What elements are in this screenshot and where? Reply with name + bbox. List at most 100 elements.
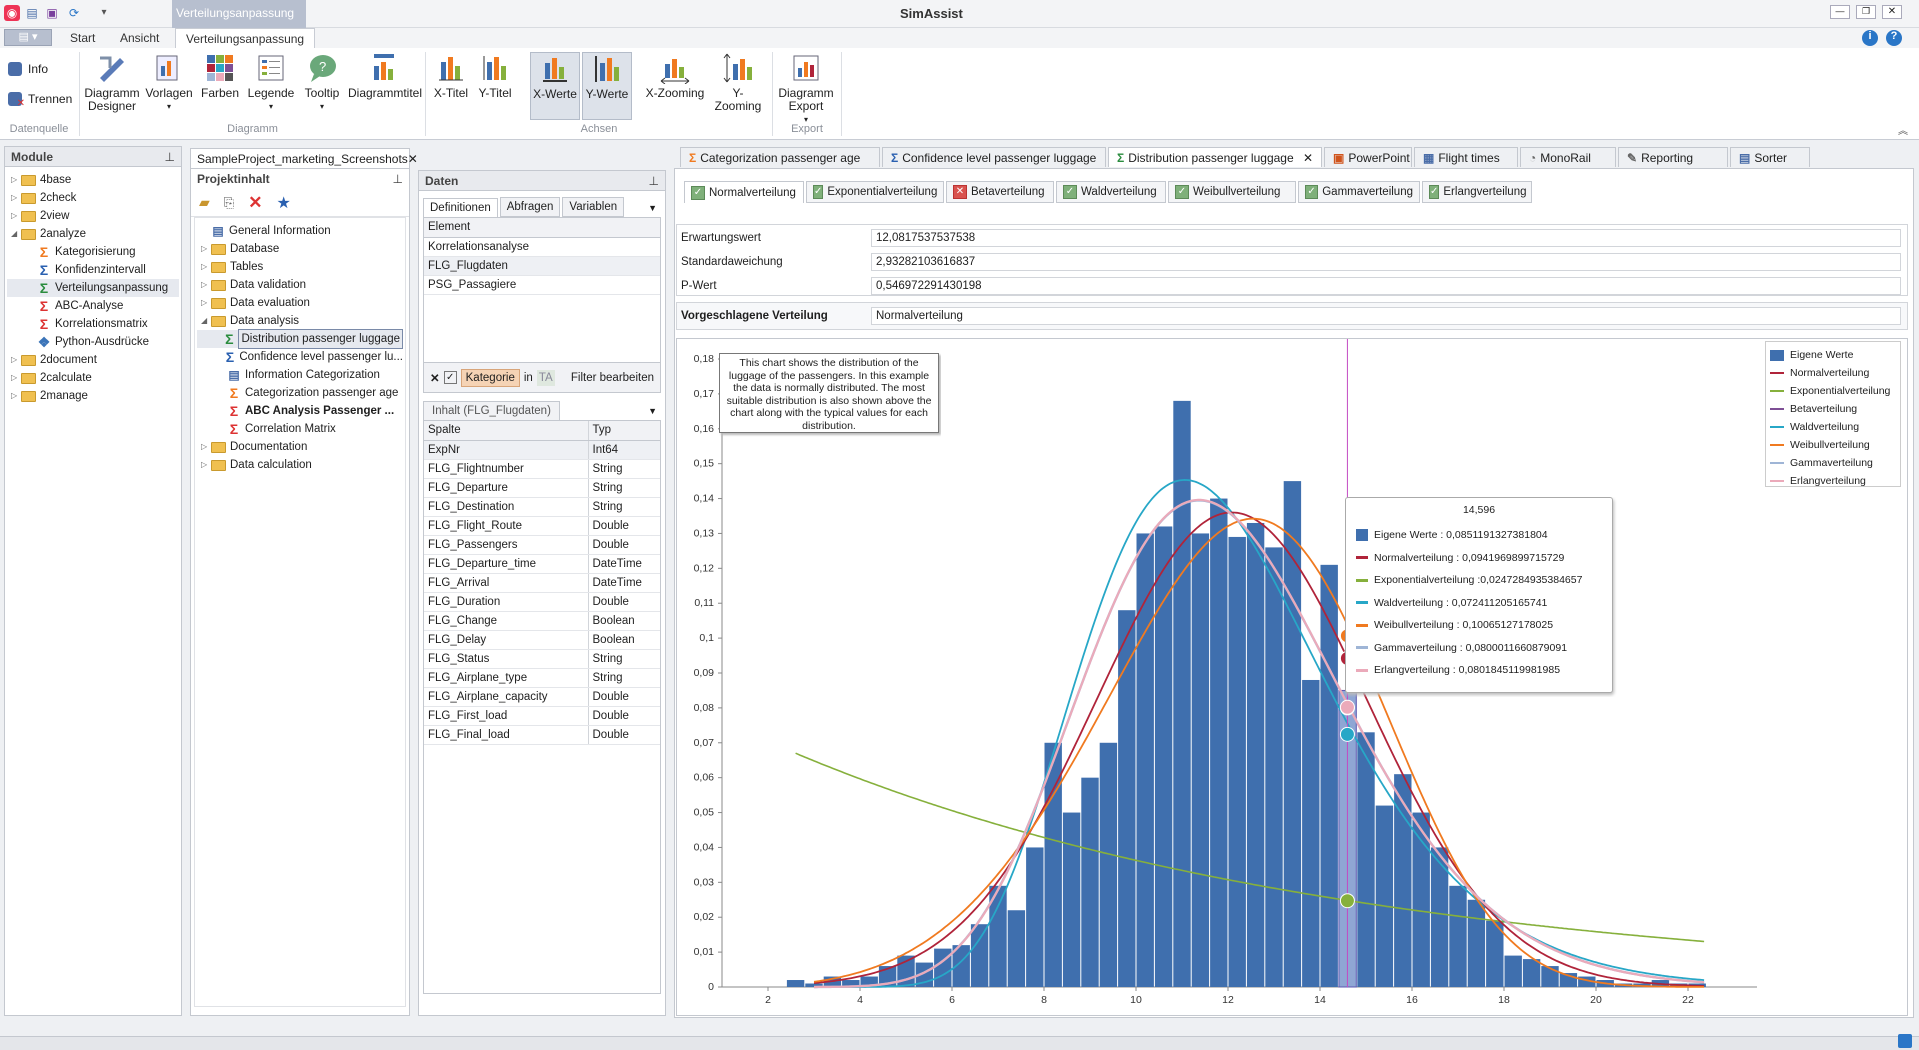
tree-item[interactable]: ▷ 2calculate [7,369,179,387]
diagrammtitel-button[interactable]: Diagrammtitel [348,52,422,100]
expand-arrow-icon[interactable]: ▷ [201,460,208,469]
tree-item[interactable]: ◢ 2analyze [7,225,179,243]
doc-tab[interactable]: ▣ PowerPoint [1324,147,1412,167]
file-menu-button[interactable]: ▤ ▾ [4,29,52,46]
column-row[interactable]: FLG_Passengers Double [424,535,660,555]
clear-filter-icon[interactable]: ✕ [430,372,440,385]
expand-arrow-icon[interactable]: ▷ [11,355,18,364]
element-row[interactable]: FLG_Flugdaten [424,256,660,276]
legend-item[interactable]: Erlangverteilung [1770,472,1896,490]
dist-tab-exponentialverteilung[interactable]: ✓ Exponentialverteilung [806,181,944,203]
expand-arrow-icon[interactable]: ▷ [201,262,208,271]
tree-item[interactable]: Σ Kategorisierung [7,243,179,261]
project-tab[interactable]: SampleProject_marketing_Screenshots ✕ [190,148,418,168]
x-zooming-button[interactable]: X-Zooming [645,52,705,100]
column-row[interactable]: FLG_Flight_Route Double [424,516,660,536]
pin-icon[interactable]: ⊥ [392,172,403,186]
tree-item[interactable]: Σ Correlation Matrix [197,420,403,438]
y-werte-button[interactable]: Y-Werte [582,52,632,120]
dist-tab-gammaverteilung[interactable]: ✓ Gammaverteilung [1298,181,1420,203]
minimize-icon[interactable]: — [1830,5,1850,19]
tree-item[interactable]: ❖ Python-Ausdrücke [7,333,179,351]
tab-abfragen[interactable]: Abfragen [499,197,561,217]
legend-item[interactable]: Normalverteilung [1770,364,1896,382]
checkbox-off-icon[interactable]: ✕ [953,185,967,199]
checkbox-checked-icon[interactable]: ✓ [813,185,824,199]
tree-item[interactable]: ▷ 2view [7,207,179,225]
tab-inhalt[interactable]: Inhalt (FLG_Flugdaten) [423,401,560,420]
tooltip-button[interactable]: ? Tooltip ▾ [300,52,344,113]
column-row[interactable]: FLG_Arrival DateTime [424,573,660,593]
close-icon[interactable]: ✕ [1882,5,1902,19]
tree-item[interactable]: ◢ Data analysis [197,312,403,330]
doc-tab[interactable]: ▦ Flight times [1414,147,1518,167]
open-icon[interactable]: ▤ [26,6,38,20]
diagramm-export-button[interactable]: Diagramm Export ▾ [778,52,834,126]
column-row[interactable]: FLG_Departure_time DateTime [424,554,660,574]
tab-verteilungsanpassung[interactable]: Verteilungsanpassung [175,28,316,48]
expand-arrow-icon[interactable]: ▷ [11,373,18,382]
tab-definitionen[interactable]: Definitionen [423,198,498,217]
column-row[interactable]: FLG_Departure String [424,478,660,498]
qat-dropdown-icon[interactable]: ▾ [101,7,107,18]
tab-ansicht[interactable]: Ansicht [120,31,160,45]
close-tab-icon[interactable]: ✕ [407,152,418,166]
x-titel-button[interactable]: X-Titel [430,52,472,100]
expand-arrow-icon[interactable]: ◢ [11,229,18,238]
doc-tab[interactable]: ✎ Reporting [1618,147,1728,167]
pin-icon[interactable]: ⊥ [648,174,659,188]
checkbox-checked-icon[interactable]: ✓ [691,185,705,200]
column-row[interactable]: FLG_First_load Double [424,706,660,726]
open-folder-icon[interactable]: ▰ [199,194,210,210]
doc-tab[interactable]: Σ Distribution passenger luggage ✕ [1108,147,1322,167]
filter-checkbox[interactable]: ✓ [443,371,457,384]
dist-tab-betaverteilung[interactable]: ✕ Betaverteilung [946,181,1054,203]
legend-item[interactable]: Betaverteilung [1770,400,1896,418]
tree-item[interactable]: Σ ABC Analysis Passenger ... [197,402,403,420]
tree-item[interactable]: ▷ Data validation [197,276,403,294]
legend-item[interactable]: Waldverteilung [1770,418,1896,436]
expand-arrow-icon[interactable]: ▷ [201,298,208,307]
tree-item[interactable]: ▷ Database [197,240,403,258]
info-button[interactable]: Info [8,62,48,76]
tree-item[interactable]: Σ Konfidenzintervall [7,261,179,279]
dist-tab-erlangverteilung[interactable]: ✓ Erlangverteilung [1422,181,1532,203]
column-row[interactable]: FLG_Duration Double [424,592,660,612]
tree-item[interactable]: ▷ Data calculation [197,456,403,474]
x-werte-button[interactable]: X-Werte [530,52,580,120]
expand-arrow-icon[interactable]: ▷ [201,442,208,451]
rename-icon[interactable]: ⎘ [223,194,235,210]
delete-icon[interactable]: ✕ [248,192,263,212]
expand-arrow-icon[interactable]: ▷ [201,280,208,289]
y-zooming-button[interactable]: Y-Zooming [710,52,766,113]
checkbox-checked-icon[interactable]: ✓ [1175,185,1189,199]
tree-item[interactable]: Σ Categorization passenger age [197,384,403,402]
filter-kategorie[interactable]: Kategorie [460,368,520,387]
column-row[interactable]: FLG_Final_load Double [424,725,660,745]
tab-start[interactable]: Start [70,31,96,45]
filter-bearbeiten-button[interactable]: Filter bearbeiten [570,371,654,384]
tab-variablen[interactable]: Variablen [562,197,625,217]
tree-item[interactable]: ▷ Data evaluation [197,294,403,312]
legend-item[interactable]: Gammaverteilung [1770,454,1896,472]
tree-item[interactable]: Σ Verteilungsanpassung [7,279,179,297]
expand-arrow-icon[interactable]: ◢ [201,316,208,325]
tree-item[interactable]: Σ Korrelationsmatrix [7,315,179,333]
close-tab-icon[interactable]: ✕ [1302,150,1313,165]
help-icon[interactable]: ? [1886,30,1902,46]
legende-button[interactable]: Legende ▾ [246,52,296,113]
tree-item[interactable]: ▷ Tables [197,258,403,276]
filter-value[interactable]: TA [536,369,555,386]
collapse-ribbon-icon[interactable]: ︽ [1898,126,1908,137]
restore-icon[interactable]: ❐ [1856,5,1876,19]
column-row[interactable]: FLG_Airplane_capacity Double [424,687,660,707]
tree-item[interactable]: ▷ Documentation [197,438,403,456]
column-row[interactable]: FLG_Change Boolean [424,611,660,631]
tree-item[interactable]: Σ Distribution passenger luggage [197,329,403,349]
doc-tab[interactable]: Σ Categorization passenger age [680,147,880,167]
dist-tab-weibullverteilung[interactable]: ✓ Weibullverteilung [1168,181,1296,203]
y-titel-button[interactable]: Y-Titel [474,52,516,100]
trennen-button[interactable]: ✕ Trennen [8,92,72,109]
pin-icon[interactable]: ⊥ [164,150,175,164]
legend-item[interactable]: Weibullverteilung [1770,436,1896,454]
